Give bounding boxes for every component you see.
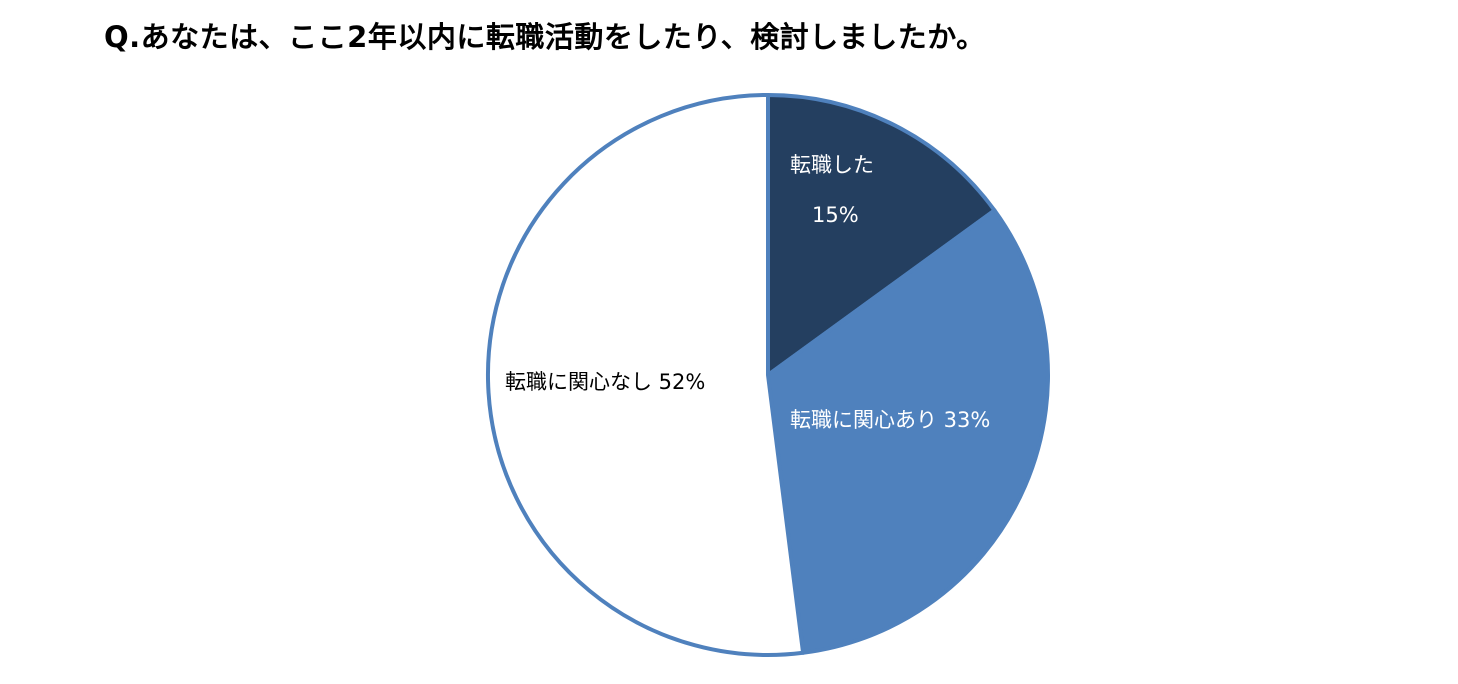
slice-label-not-interested: 転職に関心なし 52% — [505, 370, 705, 394]
pie-slice-changed-jobs — [766, 93, 997, 377]
chart-title: Q.あなたは、ここ2年以内に転職活動をしたり、検討しましたか。 — [104, 20, 986, 54]
slice-label-changed-jobs-name: 転職した — [790, 153, 874, 177]
pie-labels: 転職した 15% 転職に関心あり 33% 転職に関心なし 52% — [505, 153, 990, 432]
pie-slice-interested — [766, 208, 1050, 655]
pie-slices — [486, 93, 1050, 657]
slice-label-changed-jobs-value: 15% — [812, 203, 859, 227]
pie-slice-not-interested — [486, 93, 806, 657]
slice-label-interested: 転職に関心あり 33% — [790, 408, 990, 432]
